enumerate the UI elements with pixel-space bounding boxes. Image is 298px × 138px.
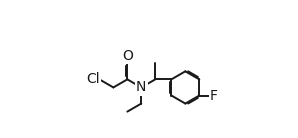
Text: O: O <box>122 49 133 63</box>
Text: N: N <box>136 80 147 94</box>
Text: Cl: Cl <box>86 72 100 86</box>
Text: F: F <box>210 88 218 103</box>
